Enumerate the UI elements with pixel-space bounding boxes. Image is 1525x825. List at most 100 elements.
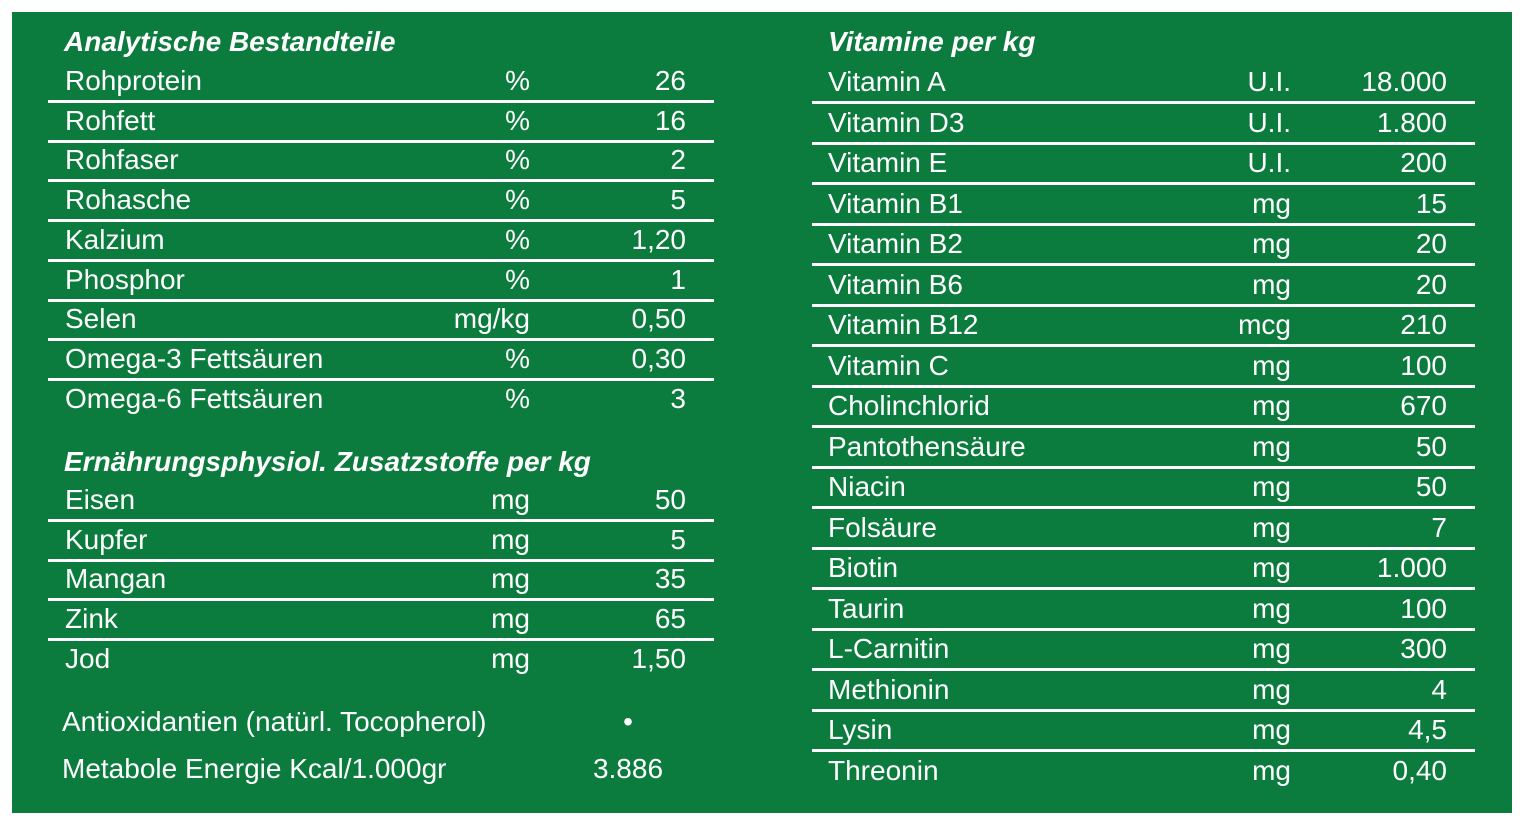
row-divider xyxy=(812,668,1475,671)
row-divider xyxy=(812,303,1475,307)
row-divider xyxy=(812,101,1475,104)
amount: 35 xyxy=(654,563,686,595)
nutrient-name: Kalzium xyxy=(65,223,165,255)
row-divider xyxy=(48,558,714,562)
vitamin-name: Folsäure xyxy=(828,511,937,543)
amount: 7 xyxy=(1431,511,1447,543)
unit: mg xyxy=(491,603,530,635)
unit: mg xyxy=(1252,471,1291,502)
nutrient-name: Zink xyxy=(65,603,118,635)
amount: 15 xyxy=(1415,187,1447,219)
note-value: 3.886 xyxy=(592,753,664,784)
nutrient-name: Rohfett xyxy=(65,104,156,136)
row-divider xyxy=(812,182,1475,185)
nutrient-name: Mangan xyxy=(65,563,167,595)
unit: mg xyxy=(1252,552,1291,583)
unit: mg xyxy=(1252,673,1291,705)
vitamin-name: Vitamin E xyxy=(828,147,948,178)
nutrient-name: Omega-6 Fettsäuren xyxy=(65,382,324,414)
amount: 50 xyxy=(1415,430,1447,462)
unit: % xyxy=(505,65,530,96)
nutrient-name: Omega-3 Fettsäuren xyxy=(65,342,324,374)
unit: % xyxy=(505,144,530,176)
nutrient-name: Jod xyxy=(65,642,111,674)
unit: % xyxy=(505,263,530,295)
vitamin-name: Methionin xyxy=(828,673,950,705)
row-divider xyxy=(812,425,1475,428)
unit: mcg xyxy=(1238,309,1291,340)
unit: mg xyxy=(1252,349,1291,381)
amount: 50 xyxy=(654,484,686,515)
amount: 1 xyxy=(670,263,686,295)
row-divider xyxy=(812,546,1475,550)
vitamin-name: Biotin xyxy=(828,552,899,583)
row-divider xyxy=(48,338,714,342)
vitamin-name: Vitamin A xyxy=(828,66,946,97)
unit: % xyxy=(505,382,530,414)
vitamin-name: Vitamin B1 xyxy=(828,187,963,219)
vitamin-name: Cholinchlorid xyxy=(828,390,990,421)
unit: mg xyxy=(1252,633,1291,664)
row-divider xyxy=(812,708,1475,712)
amount: 300 xyxy=(1400,633,1447,664)
nutrient-name: Kupfer xyxy=(65,523,148,555)
vitamin-name: Lysin xyxy=(828,714,893,745)
vitamin-name: Threonin xyxy=(828,754,939,786)
unit: mg xyxy=(1252,714,1291,745)
amount: 100 xyxy=(1400,349,1447,381)
row-divider xyxy=(48,377,714,381)
unit: mg xyxy=(1252,754,1291,786)
amount: 5 xyxy=(670,184,686,216)
amount: 670 xyxy=(1400,390,1447,421)
unit: U.I. xyxy=(1247,66,1291,97)
unit: % xyxy=(505,223,530,255)
note-value: • xyxy=(623,706,633,737)
vitamin-name: Vitamin B2 xyxy=(828,228,963,259)
row-divider xyxy=(812,465,1475,469)
unit: mg xyxy=(1252,268,1291,300)
section-title: Vitamine per kg xyxy=(828,26,1036,57)
unit: mg xyxy=(1252,390,1291,421)
unit: mg xyxy=(1252,592,1291,624)
row-divider xyxy=(48,100,714,103)
amount: 5 xyxy=(670,523,686,555)
amount: 18.000 xyxy=(1361,66,1447,97)
row-divider xyxy=(48,598,714,602)
amount: 20 xyxy=(1415,228,1447,259)
unit: U.I. xyxy=(1247,147,1291,178)
amount: 26 xyxy=(654,65,686,96)
section-title: Analytische Bestandteile xyxy=(64,26,396,57)
unit: mg xyxy=(1252,430,1291,462)
row-divider xyxy=(812,627,1475,631)
amount: 210 xyxy=(1400,309,1447,340)
unit: mg xyxy=(491,642,530,674)
unit: % xyxy=(505,184,530,216)
row-divider xyxy=(48,258,714,262)
vitamin-name: Niacin xyxy=(828,471,906,502)
unit: mg xyxy=(491,523,530,555)
amount: 50 xyxy=(1415,471,1447,502)
amount: 1,20 xyxy=(631,223,687,255)
row-divider xyxy=(812,222,1475,226)
amount: 100 xyxy=(1400,592,1447,624)
vitamin-name: Vitamin B12 xyxy=(828,309,979,340)
amount: 20 xyxy=(1415,268,1447,300)
unit: mg xyxy=(1252,511,1291,543)
panel xyxy=(12,12,1512,813)
nutrient-name: Eisen xyxy=(65,484,136,515)
row-divider xyxy=(812,384,1475,388)
section-title: Ernährungsphysiol. Zusatzstoffe per kg xyxy=(64,446,591,477)
unit: U.I. xyxy=(1247,106,1291,138)
vitamin-name: Taurin xyxy=(828,592,905,624)
row-divider xyxy=(812,506,1475,509)
amount: 4 xyxy=(1431,673,1447,705)
unit: mg xyxy=(491,563,530,595)
row-divider xyxy=(812,587,1475,590)
amount: 16 xyxy=(654,104,686,136)
unit: % xyxy=(505,342,530,374)
vitamin-name: Vitamin D3 xyxy=(828,106,965,138)
note-label: Antioxidantien (natürl. Tocopherol) xyxy=(62,706,487,737)
unit: % xyxy=(505,104,530,136)
amount: 200 xyxy=(1400,147,1447,178)
